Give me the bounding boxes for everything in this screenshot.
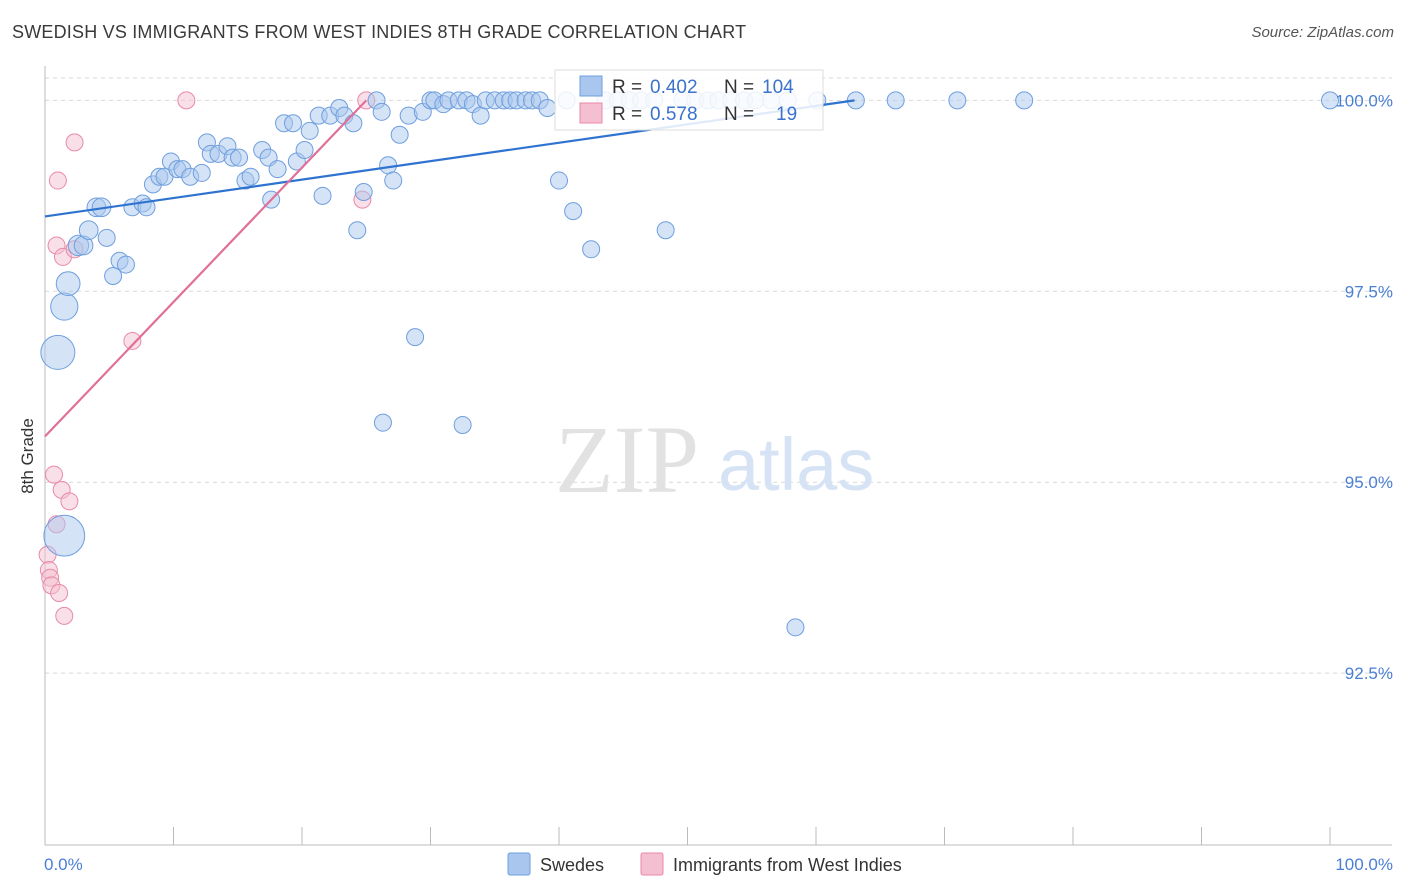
point-west-indies [65,133,84,152]
correlation-legend: R = 0.402 N = 104 R = 0.578 N = 19 [554,69,824,131]
point-west-indies [55,606,74,625]
point-swedes [295,141,314,160]
point-west-indies [60,492,79,511]
axes [44,66,1392,846]
legend-swatch-blue [579,75,603,97]
point-swedes [97,228,116,247]
point-swedes [116,255,135,274]
point-swedes [538,99,557,118]
y-tick-label: 100.0% [1335,91,1393,110]
point-west-indies [48,171,67,190]
trend-lines [44,99,855,438]
point-swedes [78,220,99,241]
y-axis-label: 8th Grade [18,418,37,494]
x-tick-label: 0.0% [44,855,83,874]
point-swedes [550,171,568,190]
legend-n-label-2: N = [724,104,754,125]
y-tick-label: 92.5% [1345,664,1393,683]
point-swedes [453,415,472,434]
point-swedes [354,183,373,202]
point-swedes [55,271,81,297]
legend-swatch-pink [579,102,603,124]
grid-lines [45,77,1392,674]
legend-n-label-1: N = [724,77,754,98]
watermark: ZIP atlas [555,406,874,513]
point-west-indies [177,91,196,110]
point-swedes [104,267,123,286]
point-swedes [372,102,391,121]
legend-r-label-1: R = [612,77,642,98]
bottom-legend-label-west-indies: Immigrants from West Indies [673,855,902,875]
point-west-indies [123,331,142,350]
point-swedes [300,121,319,140]
point-swedes [786,618,805,637]
legend-n-value-1: 104 [762,77,794,98]
point-west-indies [44,465,63,484]
point-swedes [384,171,403,190]
series-swedes [40,91,1339,637]
bottom-legend-label-swedes: Swedes [540,855,604,875]
point-swedes [1321,91,1339,110]
chart-title: SWEDISH VS IMMIGRANTS FROM WEST INDIES 8… [12,22,747,42]
point-swedes [268,160,287,179]
trend-line-west-indies [44,99,368,438]
legend-r-value-1: 0.402 [650,77,698,98]
legend-r-value-2: 0.578 [650,104,698,125]
point-swedes [948,91,967,110]
point-swedes [40,334,76,370]
x-tick-label: 100.0% [1335,855,1393,874]
point-swedes [656,221,675,240]
legend-r-label-2: R = [612,104,642,125]
point-swedes [390,125,409,144]
point-west-indies [50,583,69,602]
point-swedes [192,163,211,182]
point-swedes [43,514,86,557]
point-swedes [373,413,392,432]
point-swedes [284,114,303,133]
y-tick-label: 95.0% [1345,473,1393,492]
watermark-atlas: atlas [718,423,874,506]
bottom-legend-swatch-west-indies [640,852,664,876]
point-swedes [564,202,583,221]
point-swedes [313,186,332,205]
point-swedes [379,156,398,175]
point-swedes [230,148,249,167]
source-label: Source: ZipAtlas.com [1251,24,1394,41]
point-swedes [886,91,905,110]
y-axis-ticks: 100.0% 97.5% 95.0% 92.5% [1335,91,1393,683]
y-tick-label: 97.5% [1345,282,1393,301]
point-swedes [406,328,425,347]
series-legend: Swedes Immigrants from West Indies [507,852,902,876]
legend-n-value-2: 19 [776,104,797,125]
point-swedes [241,167,260,186]
x-axis-ticks: 0.0% 100.0% [44,855,1393,874]
point-swedes [50,292,79,321]
bottom-legend-swatch-swedes [507,852,531,876]
point-swedes [348,221,367,240]
point-swedes [344,114,363,133]
point-swedes [582,240,601,259]
watermark-zip: ZIP [555,406,699,513]
point-swedes [471,106,490,125]
point-swedes [1015,91,1034,110]
